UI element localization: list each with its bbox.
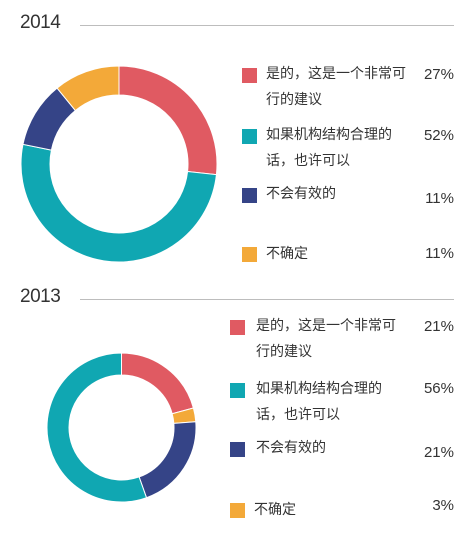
- donut-chart-2013: [46, 352, 197, 503]
- legend-label-maybe-2013: 如果机构结构合理的 话，也许可以: [256, 381, 382, 423]
- legend-swatch-yes-2013: [230, 320, 245, 335]
- legend-pct-maybe-2013: 56%: [423, 380, 454, 397]
- title-divider-2013: [80, 299, 454, 300]
- legend-swatch-unsure-2014: [242, 247, 257, 262]
- legend-pct-no-2014: 11%: [425, 190, 454, 207]
- legend-pct-yes-2014: 27%: [423, 66, 454, 83]
- legend-swatch-maybe-2014: [242, 129, 257, 144]
- donut-slice-unsure-2014: [56, 65, 120, 112]
- legend-label-no-2014: 不会有效的: [266, 186, 336, 202]
- legend-label-no-2013: 不会有效的: [256, 440, 326, 456]
- year-title-2013: 2013: [20, 286, 61, 307]
- donut-slice-yes-2013: [121, 352, 195, 415]
- donut-slice-no-2013: [138, 421, 197, 499]
- legend-pct-unsure-2014: 11%: [425, 245, 454, 262]
- legend-swatch-unsure-2013: [230, 503, 245, 518]
- legend-swatch-no-2014: [242, 188, 257, 203]
- legend-label-maybe-2014: 如果机构结构合理的 话，也许可以: [266, 127, 392, 169]
- legend-label-unsure-2014: 不确定: [266, 246, 308, 262]
- legend-pct-no-2013: 21%: [423, 444, 454, 461]
- title-divider-2014: [80, 25, 454, 26]
- legend-swatch-no-2013: [230, 442, 245, 457]
- legend-pct-maybe-2014: 52%: [423, 127, 454, 144]
- donut-slice-maybe-2014: [20, 143, 217, 263]
- legend-label-yes-2013: 是的，这是一个非常可 行的建议: [256, 318, 396, 360]
- donut-chart-2014: [20, 65, 218, 263]
- donut-slice-yes-2014: [118, 65, 218, 176]
- legend-swatch-yes-2014: [242, 68, 257, 83]
- legend-swatch-maybe-2013: [230, 383, 245, 398]
- legend-label-yes-2014: 是的，这是一个非常可 行的建议: [266, 66, 406, 108]
- legend-label-unsure-2013: 不确定: [254, 502, 296, 518]
- legend-pct-yes-2013: 21%: [423, 318, 454, 335]
- donut-slice-maybe-2013: [46, 352, 148, 503]
- year-title-2014: 2014: [20, 12, 61, 33]
- legend-pct-unsure-2013: 3%: [432, 497, 454, 514]
